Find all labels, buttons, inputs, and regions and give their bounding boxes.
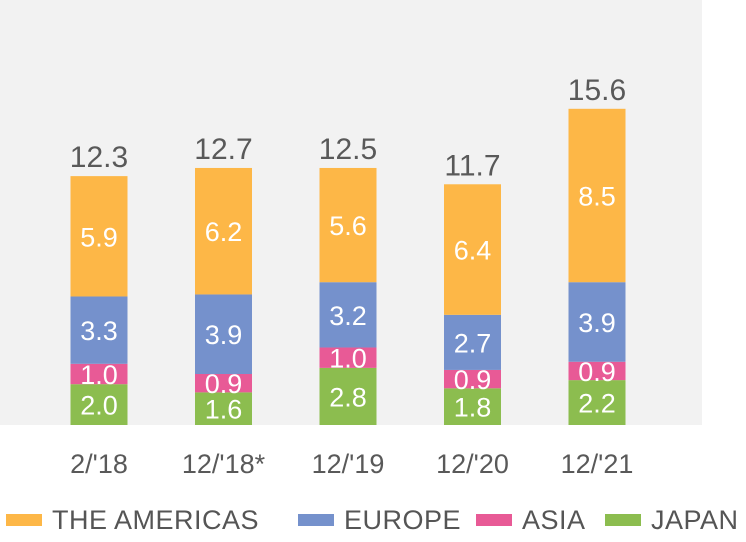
data-label-europe-4: 3.9 (578, 308, 616, 338)
bar-segment-asia-1 (195, 374, 252, 393)
data-label-the-americas-4: 8.5 (578, 182, 616, 212)
data-label-asia-1: 0.9 (205, 369, 243, 399)
bar-segment-asia-0 (70, 363, 128, 385)
chart-legend: THE AMERICAS EUROPE ASIA JAPAN (0, 503, 746, 537)
bar-segment-japan-0 (70, 384, 128, 425)
bar-segment-japan-4 (568, 380, 626, 425)
data-label-the-americas-0: 5.9 (80, 222, 118, 252)
bar-segment-asia-4 (568, 361, 626, 381)
bar-segment-the-americas-0 (70, 176, 128, 297)
data-label-japan-3: 1.8 (454, 393, 492, 423)
bar-segment-japan-3 (444, 388, 501, 425)
legend-label-the-americas: THE AMERICAS (52, 504, 260, 535)
data-label-asia-0: 1.0 (80, 360, 118, 390)
x-tick-label-0: 2/'18 (70, 449, 128, 479)
bar-segment-japan-2 (319, 367, 377, 425)
legend-item-japan: JAPAN (605, 503, 739, 537)
bar-segment-the-americas-1 (195, 167, 252, 295)
legend-swatch-asia (476, 514, 512, 526)
legend-label-japan: JAPAN (651, 504, 739, 535)
legend-item-asia: ASIA (476, 503, 586, 537)
data-label-asia-4: 0.9 (578, 357, 616, 387)
data-label-the-americas-2: 5.6 (329, 211, 367, 241)
total-label-4: 15.6 (568, 74, 626, 107)
bar-segment-europe-0 (70, 296, 128, 364)
legend-swatch-japan (605, 514, 641, 526)
bar-segment-the-americas-3 (444, 184, 501, 315)
data-label-japan-0: 2.0 (80, 391, 118, 421)
legend-label-asia: ASIA (522, 504, 586, 535)
bar-segment-asia-3 (444, 369, 501, 389)
data-label-europe-3: 2.7 (454, 328, 492, 358)
bar-segment-the-americas-2 (319, 167, 377, 283)
bar-segment-japan-1 (195, 392, 252, 425)
data-label-asia-3: 0.9 (454, 365, 492, 395)
x-tick-label-2: 12/'19 (312, 449, 385, 479)
data-label-japan-2: 2.8 (329, 382, 367, 412)
data-label-europe-2: 3.2 (329, 301, 367, 331)
total-label-2: 12.5 (319, 133, 377, 166)
data-label-the-americas-1: 6.2 (205, 217, 243, 247)
data-label-europe-0: 3.3 (80, 316, 118, 346)
data-label-europe-1: 3.9 (205, 320, 243, 350)
legend-item-europe: EUROPE (298, 503, 461, 537)
x-tick-label-4: 12/'21 (561, 449, 634, 479)
legend-swatch-the-americas (6, 514, 42, 526)
legend-swatch-europe (298, 514, 334, 526)
total-label-3: 11.7 (444, 149, 500, 182)
x-tick-label-3: 12/'20 (436, 449, 509, 479)
total-label-1: 12.7 (194, 133, 252, 166)
total-label-0: 12.3 (70, 141, 128, 174)
bar-segment-europe-3 (444, 314, 501, 370)
legend-item-the-americas: THE AMERICAS (6, 503, 259, 537)
bar-segment-europe-2 (319, 282, 377, 348)
data-label-japan-1: 1.6 (205, 395, 243, 425)
data-label-the-americas-3: 6.4 (454, 236, 492, 266)
bar-segment-europe-4 (568, 282, 626, 362)
bar-segment-the-americas-4 (568, 108, 626, 283)
bar-segment-asia-2 (319, 347, 377, 368)
data-label-asia-2: 1.0 (329, 344, 367, 374)
legend-label-europe: EUROPE (344, 504, 462, 535)
data-label-japan-4: 2.2 (578, 389, 616, 419)
x-tick-label-1: 12/'18* (182, 449, 266, 479)
bar-segment-europe-1 (195, 294, 252, 374)
